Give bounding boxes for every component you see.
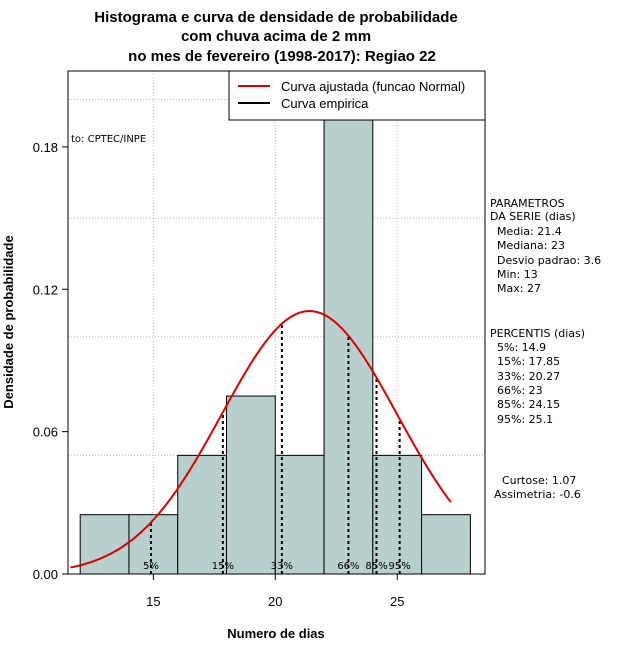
- chart-title: Histograma e curva de densidade de proba…: [94, 9, 457, 65]
- percentil-95: 95%: 25.1: [497, 413, 553, 426]
- params-title-1: PARAMETROS: [490, 197, 565, 210]
- percentiles-panel: PERCENTIS (dias) 5%: 14.9 15%: 17.85 33%…: [490, 327, 585, 426]
- source-note: to: CPTEC/INPE: [71, 134, 146, 145]
- param-desvio: Desvio padrao: 3.6: [497, 254, 601, 267]
- histogram-bar: [372, 454, 423, 575]
- percentile-label: 5%: [143, 561, 159, 572]
- legend-empirical-label: Curva empirica: [281, 96, 369, 111]
- params-title-2: DA SERIE (dias): [490, 210, 576, 223]
- y-tick-label: 0.18: [33, 140, 58, 155]
- x-tick-label: 15: [146, 594, 160, 609]
- param-media: Media: 21.4: [497, 225, 562, 238]
- percentil-15: 15%: 17.85: [497, 355, 560, 368]
- histogram-bar: [274, 454, 325, 575]
- title-line-3: no mes de fevereiro (1998-2017): Regiao …: [128, 48, 436, 65]
- percentile-label: 95%: [389, 561, 411, 572]
- legend-box: [228, 70, 486, 121]
- histogram-bar: [79, 514, 130, 575]
- shape-statistics: Curtose: 1.07 Assimetria: -0.6: [494, 474, 581, 501]
- stat-assimetria: Assimetria: -0.6: [494, 488, 581, 501]
- y-tick-label: 0.00: [33, 567, 58, 582]
- percentil-66: 66%: 23: [497, 384, 543, 397]
- title-line-2: com chuva acima de 2 mm: [181, 28, 371, 45]
- param-max: Max: 27: [497, 282, 541, 295]
- legend-normal-label: Curva ajustada (funcao Normal): [281, 79, 465, 94]
- percentil-33: 33%: 20.27: [497, 370, 560, 383]
- histogram-bar: [226, 395, 276, 575]
- stat-curtose: Curtose: 1.07: [502, 474, 576, 487]
- series-parameters: PARAMETROS DA SERIE (dias) Media: 21.4 M…: [490, 197, 601, 295]
- param-min: Min: 13: [497, 268, 538, 281]
- y-axis-title: Densidade de probabilidade: [1, 235, 16, 408]
- histogram-bars: [79, 98, 471, 575]
- y-tick-label: 0.12: [33, 282, 58, 297]
- legend: Curva ajustada (funcao Normal) Curva emp…: [228, 70, 486, 121]
- param-mediana: Mediana: 23: [497, 239, 565, 252]
- percentil-5: 5%: 14.9: [497, 341, 546, 354]
- x-tick-label: 20: [268, 594, 282, 609]
- percentile-label: 85%: [365, 561, 387, 572]
- percentile-labels: 5% 15% 33% 66% 85% 95%: [143, 561, 411, 572]
- histogram-bar: [421, 514, 471, 575]
- title-line-1: Histograma e curva de densidade de proba…: [94, 9, 457, 26]
- normal-curve-line: [70, 310, 452, 569]
- y-tick-label: 0.06: [33, 425, 58, 440]
- axes: 15 20 25 0.00 0.06 0.12 0.18: [33, 140, 405, 609]
- percentile-label: 15%: [212, 561, 234, 572]
- x-tick-label: 25: [390, 594, 404, 609]
- percentile-label: 66%: [337, 561, 359, 572]
- x-axis-title: Numero de dias: [227, 626, 325, 641]
- percentis-title: PERCENTIS (dias): [490, 327, 585, 340]
- percentil-85: 85%: 24.15: [497, 398, 560, 411]
- percentile-label: 33%: [271, 561, 293, 572]
- normal-curve: [70, 310, 452, 569]
- percentile-lines: [149, 323, 401, 574]
- histogram-bar: [177, 454, 228, 575]
